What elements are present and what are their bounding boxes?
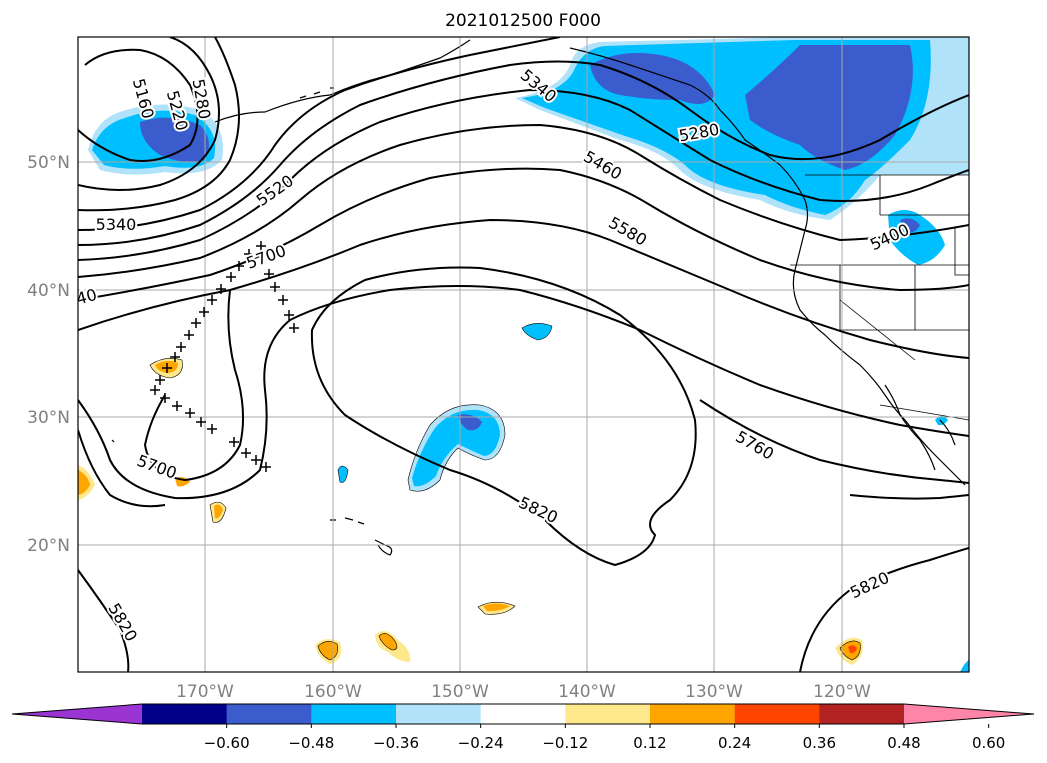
fill-royalblue-central — [458, 414, 482, 431]
colorbar-tick-label: 0.36 — [803, 734, 836, 752]
fill-royalblue-nw — [140, 117, 209, 163]
fill-cyan-baja — [935, 416, 948, 426]
colorbar-tick-label: −0.36 — [373, 734, 419, 752]
colorbar-segment — [142, 704, 228, 724]
lat-label-20n: 20°N — [27, 536, 70, 556]
fill-royalblue-gulf-b — [745, 45, 913, 170]
longitude-labels: 170°W 160°W 150°W 140°W 130°W 120°W — [176, 682, 871, 702]
lon-label-140w: 140°W — [558, 682, 616, 702]
lon-label-150w: 150°W — [431, 682, 489, 702]
shade-outlines — [149, 323, 861, 661]
map-title: 2021012500 F000 — [445, 11, 601, 31]
colorbar-tick-label: 0.12 — [633, 734, 666, 752]
colorbar-segment — [650, 704, 736, 724]
latitude-labels: 50°N 40°N 30°N 20°N — [27, 153, 70, 556]
lat-label-50n: 50°N — [27, 153, 70, 173]
contour-label-40: 40 — [74, 285, 99, 309]
shaded-fields — [78, 37, 969, 672]
colorbar-tick-label: −0.24 — [458, 734, 504, 752]
contour-label-5340-a: 5340 — [96, 215, 137, 234]
lon-label-120w: 120°W — [813, 682, 871, 702]
colorbar-segment — [819, 704, 905, 724]
colorbar-tick-label: −0.48 — [288, 734, 334, 752]
fill-royalblue-gulf-a — [590, 52, 715, 104]
fill-red-h — [848, 645, 857, 654]
fill-orange-b — [78, 470, 90, 495]
fill-orange-d — [214, 504, 223, 519]
map-area: 5160 5280 5220 5340 5520 5700 40 5340 54… — [74, 37, 969, 672]
fill-royalblue-inland — [900, 218, 920, 233]
colorbar-segment — [480, 704, 566, 724]
colorbar-segment — [565, 704, 651, 724]
lon-label-160w: 160°W — [304, 682, 362, 702]
colorbar-segment — [311, 704, 397, 724]
colorbar-extend-high — [904, 704, 1034, 724]
fill-orange-f — [379, 633, 397, 650]
plus-markers — [150, 241, 299, 472]
colorbar-tick-label: −0.12 — [542, 734, 588, 752]
colorbar-segment — [226, 704, 312, 724]
colorbar-extend-low — [12, 704, 142, 724]
colorbar-tick-label: 0.24 — [718, 734, 751, 752]
height-contours — [78, 37, 969, 672]
colorbar-outline — [11, 703, 1035, 725]
lat-label-30n: 30°N — [27, 408, 70, 428]
lon-label-130w: 130°W — [685, 682, 743, 702]
gridlines — [78, 37, 969, 672]
colorbar: −0.60 −0.48 −0.36 −0.24 −0.12 0.12 0.24 0.36 0.4… — [11, 703, 1035, 752]
fill-cyan-central — [412, 409, 500, 487]
lon-label-170w: 170°W — [176, 682, 234, 702]
colorbar-segment — [396, 704, 482, 724]
colorbar-tick-label: 0.60 — [972, 734, 1005, 752]
map-frame — [77, 36, 970, 673]
lat-label-40n: 40°N — [27, 281, 70, 301]
colorbar-segment — [734, 704, 820, 724]
fill-cyan-tiny — [338, 466, 348, 483]
fill-cyan-corner — [960, 660, 969, 672]
colorbar-tick-label: −0.60 — [204, 734, 250, 752]
fill-orange-g — [483, 603, 510, 612]
colorbar-tick-label: 0.48 — [887, 734, 920, 752]
